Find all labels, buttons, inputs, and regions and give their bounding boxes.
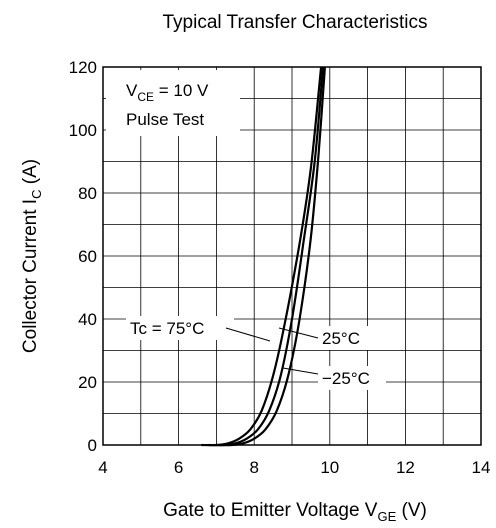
y-tick-label: 0: [88, 436, 97, 455]
annotation-25c: 25°C: [278, 326, 380, 350]
x-tick-label: 14: [472, 458, 491, 477]
annotation-75c: Tc = 75°C: [126, 316, 271, 342]
x-tick-label: 12: [396, 458, 415, 477]
y-tick-label: 120: [69, 58, 97, 77]
y-tick-label: 40: [78, 310, 97, 329]
x-tick-label: 8: [249, 458, 258, 477]
x-tick-label: 6: [174, 458, 183, 477]
y-axis-label: Collector Current IC (A): [20, 159, 44, 353]
series-line-2: [216, 66, 326, 447]
leader-75c: [225, 327, 271, 342]
y-tick-label: 100: [69, 121, 97, 140]
x-axis-label: Gate to Emitter Voltage VGE (V): [163, 500, 427, 524]
y-tick-label: 20: [78, 373, 97, 392]
annotation-minus25c: −25°C: [282, 366, 386, 390]
series-label-75c: Tc = 75°C: [130, 319, 204, 338]
y-tick-labels: 0 20 40 60 80 100 120: [69, 58, 97, 455]
condition-box-bg: [106, 70, 240, 136]
plot-frame: [102, 66, 482, 446]
curves: [201, 66, 326, 447]
condition-vce: VCE = 10 V: [126, 81, 209, 104]
series-label-minus25c: −25°C: [322, 369, 370, 388]
chart-title: Typical Transfer Characteristics: [162, 12, 427, 33]
x-tick-labels: 4 6 8 10 12 14: [98, 458, 490, 477]
y-tick-label: 60: [78, 247, 97, 266]
leader-25c: [278, 327, 319, 339]
x-tick-label: 4: [98, 458, 107, 477]
condition-pulse-test: Pulse Test: [126, 110, 204, 129]
x-tick-label: 10: [320, 458, 339, 477]
series-label-25c: 25°C: [322, 329, 360, 348]
leader-minus25c: [282, 367, 319, 375]
y-tick-label: 80: [78, 184, 97, 203]
